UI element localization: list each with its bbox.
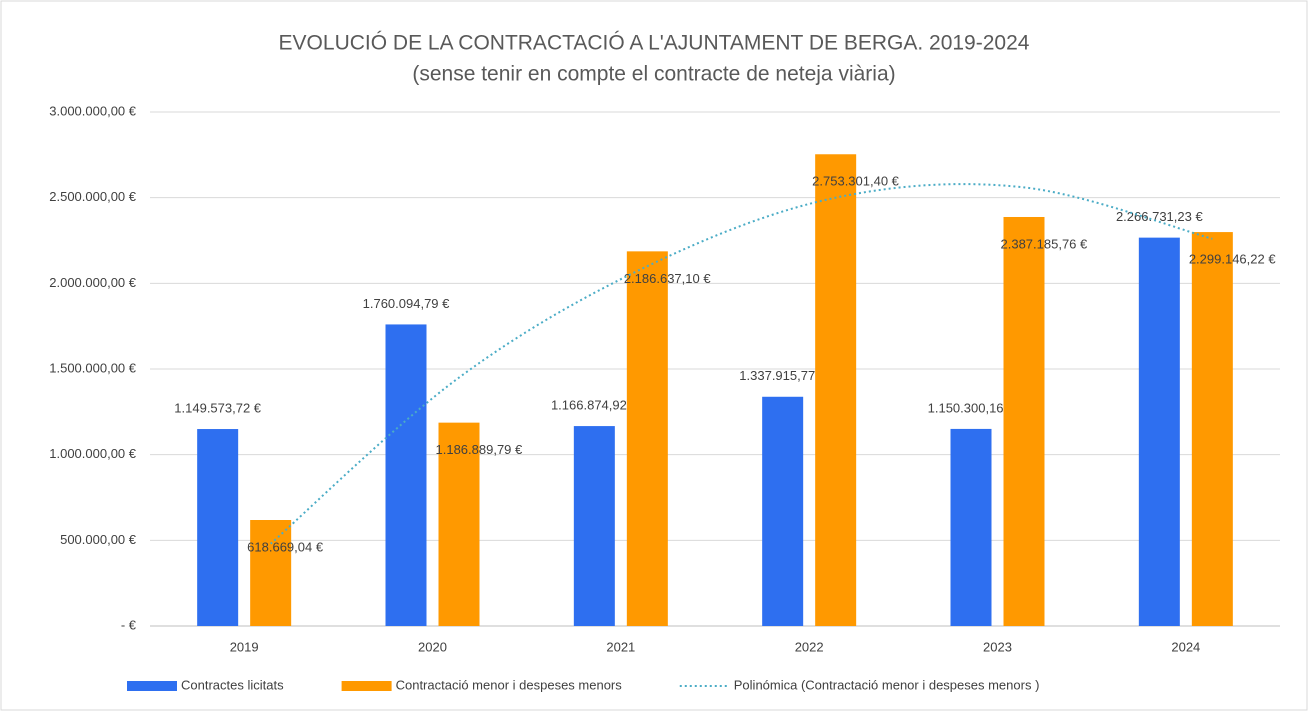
bar bbox=[762, 396, 804, 626]
x-tick-label: 2022 bbox=[795, 639, 824, 654]
bar bbox=[815, 154, 857, 626]
y-tick-label: 2.500.000,00 € bbox=[49, 189, 137, 204]
value-label: 1.186.889,79 € bbox=[436, 442, 524, 457]
y-tick-label: - € bbox=[121, 617, 137, 632]
x-tick-label: 2019 bbox=[230, 639, 259, 654]
bar bbox=[573, 426, 615, 626]
bar bbox=[438, 422, 480, 626]
value-label: 618.669,04 € bbox=[247, 539, 324, 554]
bar bbox=[1191, 232, 1233, 626]
bar bbox=[950, 428, 992, 626]
x-tick-label: 2023 bbox=[983, 639, 1012, 654]
legend-label: Polinómica (Contractació menor i despese… bbox=[734, 677, 1040, 692]
legend-label: Contractació menor i despeses menors bbox=[396, 677, 623, 692]
value-label: 1.150.300,16 € bbox=[928, 400, 1016, 415]
value-label: 1.149.573,72 € bbox=[174, 400, 262, 415]
bar bbox=[250, 520, 292, 626]
legend-swatch bbox=[341, 681, 392, 691]
bar bbox=[385, 324, 427, 626]
bar bbox=[1003, 216, 1045, 626]
value-label: 1.166.874,92 € bbox=[551, 398, 639, 413]
y-tick-label: 1.000.000,00 € bbox=[49, 446, 137, 461]
value-label: 2.387.185,76 € bbox=[1001, 236, 1089, 251]
y-tick-label: 500.000,00 € bbox=[60, 532, 137, 547]
trendline bbox=[270, 183, 1213, 545]
bar bbox=[197, 429, 239, 626]
legend-swatch bbox=[127, 681, 177, 691]
y-tick-label: 3.000.000,00 € bbox=[49, 103, 137, 118]
x-tick-label: 2021 bbox=[606, 639, 635, 654]
bar bbox=[1138, 237, 1180, 627]
bar bbox=[626, 251, 668, 626]
value-label: 1.337.915,77 € bbox=[739, 368, 827, 383]
value-label: 2.186.637,10 € bbox=[624, 271, 712, 286]
value-label: 2.753.301,40 € bbox=[812, 174, 900, 189]
chart-title: EVOLUCIÓ DE LA CONTRACTACIÓ A L'AJUNTAME… bbox=[279, 32, 1030, 55]
legend-label: Contractes licitats bbox=[181, 677, 284, 692]
y-tick-label: 1.500.000,00 € bbox=[49, 360, 137, 375]
value-label: 2.266.731,23 € bbox=[1116, 209, 1204, 224]
value-label: 2.299.146,22 € bbox=[1189, 252, 1277, 267]
x-tick-label: 2020 bbox=[418, 639, 447, 654]
x-tick-label: 2024 bbox=[1171, 639, 1200, 654]
y-tick-label: 2.000.000,00 € bbox=[49, 275, 137, 290]
value-label: 1.760.094,79 € bbox=[363, 296, 451, 311]
chart-subtitle: (sense tenir en compte el contracte de n… bbox=[412, 63, 895, 86]
